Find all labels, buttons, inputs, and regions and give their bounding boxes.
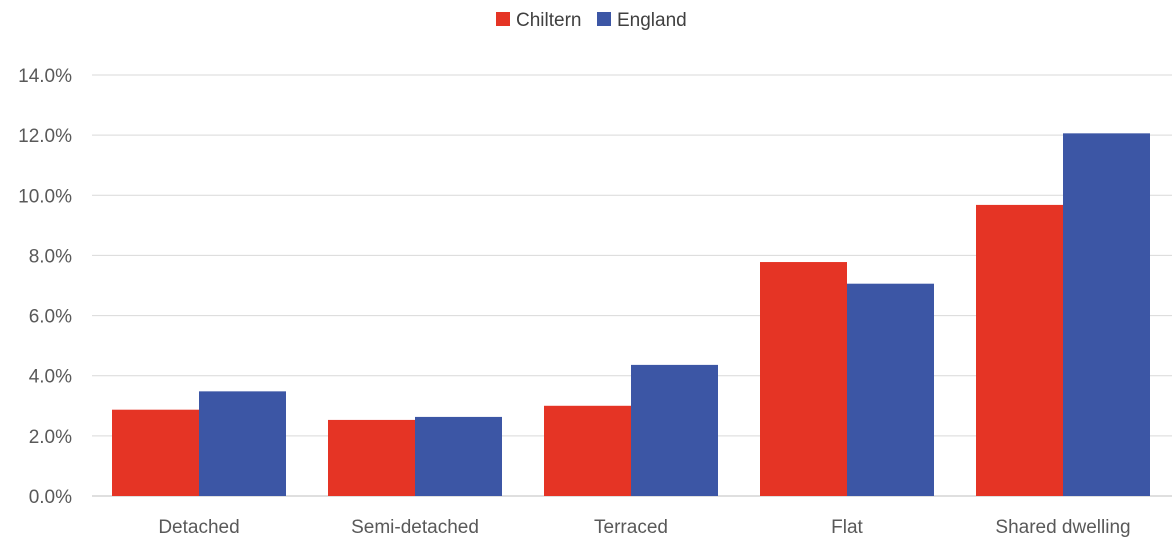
y-tick-label: 2.0% — [29, 427, 72, 448]
y-tick-label: 10.0% — [18, 186, 72, 207]
legend-swatch-england — [597, 12, 611, 26]
x-tick-label: Shared dwelling — [995, 517, 1130, 538]
y-tick-label: 6.0% — [29, 307, 72, 328]
bar-chiltern-semi-detached — [328, 419, 415, 496]
bar-chiltern-terraced — [544, 405, 631, 496]
bar-england-shared-dwelling — [1063, 133, 1150, 497]
y-tick-label: 8.0% — [29, 246, 72, 267]
bar-england-semi-detached — [415, 416, 502, 496]
y-axis-tick-labels: 0.0% 2.0% 4.0% 6.0% 8.0% 10.0% 12.0% 14.0% — [18, 66, 72, 508]
bar-chiltern-flat — [760, 262, 847, 496]
x-axis-tick-labels: Detached Semi-detached Terraced Flat Shared … — [158, 517, 1130, 538]
legend-label-england: England — [617, 10, 687, 31]
x-tick-label: Semi-detached — [351, 517, 479, 538]
y-tick-label: 4.0% — [29, 367, 72, 388]
x-tick-label: Detached — [158, 517, 239, 538]
y-tick-label: 14.0% — [18, 66, 72, 87]
bar-chiltern-detached — [112, 409, 199, 496]
x-tick-label: Terraced — [594, 517, 668, 538]
y-tick-label: 12.0% — [18, 126, 72, 147]
bars — [112, 133, 1150, 497]
y-tick-label: 0.0% — [29, 487, 72, 508]
legend-swatch-chiltern — [496, 12, 510, 26]
x-tick-label: Flat — [831, 517, 863, 538]
bar-chiltern-shared-dwelling — [976, 204, 1063, 496]
bar-england-flat — [847, 283, 934, 496]
legend-label-chiltern: Chiltern — [516, 10, 581, 31]
legend: Chiltern England — [496, 10, 687, 31]
bar-england-detached — [199, 391, 286, 496]
bar-england-terraced — [631, 364, 718, 496]
